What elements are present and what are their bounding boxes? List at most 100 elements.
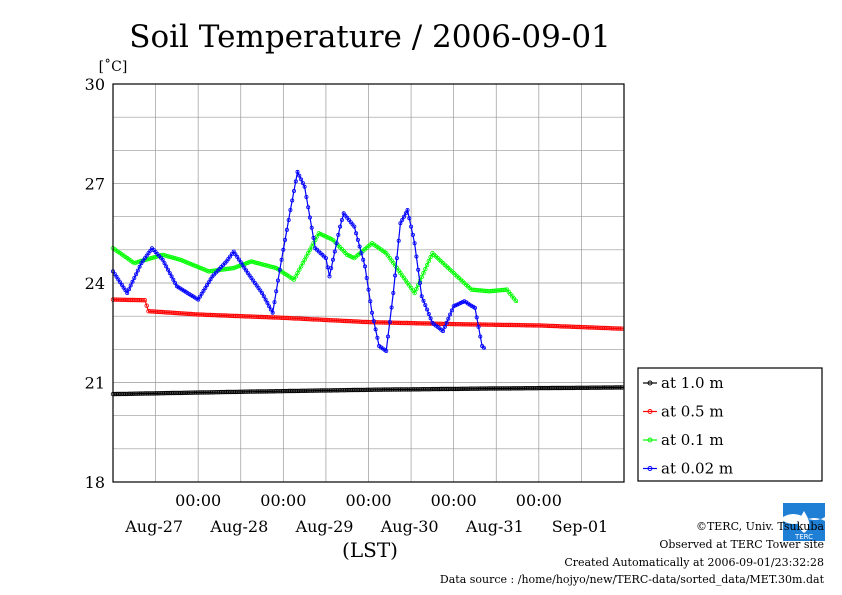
data-point [265, 300, 270, 305]
data-point [355, 237, 360, 242]
x-tick-date: Aug-29 [295, 517, 354, 536]
x-tick-time: 00:00 [260, 491, 306, 510]
data-point [385, 334, 390, 339]
data-point [139, 261, 144, 266]
x-tick-time: 00:00 [431, 491, 477, 510]
data-point [290, 198, 295, 203]
y-axis-label: [˚C] [99, 58, 128, 75]
legend-item: at 0.1 m [643, 431, 724, 449]
data-point [329, 266, 334, 271]
data-point [472, 305, 477, 310]
data-point [481, 345, 486, 350]
data-point [446, 316, 451, 321]
data-point [354, 231, 359, 236]
data-point [203, 285, 208, 290]
data-point [144, 253, 149, 258]
data-point [137, 264, 142, 269]
series-at-0-5-m [110, 297, 625, 331]
data-point [293, 274, 298, 279]
data-point [171, 277, 176, 282]
data-point [300, 260, 306, 266]
data-point [306, 205, 311, 210]
data-point [442, 324, 447, 329]
data-point [142, 298, 148, 303]
data-point [513, 298, 518, 303]
data-point [270, 310, 275, 315]
data-source-text: Data source : /home/hojyo/new/TERC-data/… [439, 573, 824, 586]
data-point [291, 277, 297, 282]
x-axis-ticks: 00:00 Aug-27 00:00 Aug-28 00:00 Aug-29 00:00 Au… [124, 491, 608, 536]
data-point [297, 173, 302, 178]
data-point [297, 267, 302, 272]
data-point [132, 275, 137, 280]
legend-marker [647, 437, 653, 443]
data-point [288, 207, 293, 212]
data-point [256, 285, 261, 290]
x-tick-time: 00:00 [345, 491, 391, 510]
data-point [359, 251, 364, 256]
data-point [167, 271, 172, 276]
data-point [336, 232, 341, 237]
data-point [272, 300, 277, 305]
data-point [197, 294, 202, 299]
data-point [403, 211, 408, 216]
data-point [291, 188, 296, 193]
data-point [299, 177, 304, 182]
data-point [118, 280, 123, 285]
series-at-1-0-m [110, 385, 625, 397]
data-point [362, 264, 367, 269]
data-point [474, 315, 479, 320]
data-point [428, 316, 433, 321]
data-point [618, 326, 623, 331]
data-point [263, 297, 268, 302]
data-point [361, 257, 366, 262]
data-point [391, 290, 396, 295]
data-point [284, 227, 289, 232]
legend-label: at 0.02 m [661, 460, 733, 478]
created-text: Created Automatically at 2006-09-01/23:3… [564, 556, 824, 569]
data-point [165, 267, 170, 272]
data-point [233, 252, 238, 257]
data-point [478, 334, 483, 339]
legend-marker [647, 409, 653, 414]
x-tick-date: Aug-31 [465, 517, 524, 536]
x-axis-label: (LST) [342, 538, 398, 562]
data-point [426, 311, 431, 316]
data-point [119, 282, 124, 287]
data-point [130, 279, 135, 284]
data-point [332, 249, 337, 254]
data-point [116, 277, 121, 282]
y-tick-label: 21 [85, 374, 105, 393]
data-point [164, 264, 169, 269]
terc-logo: TERC [783, 503, 825, 541]
data-point [283, 237, 288, 242]
data-point [121, 285, 126, 290]
data-point [364, 275, 369, 280]
data-point [311, 240, 316, 246]
data-point [368, 299, 373, 304]
data-point [128, 283, 133, 288]
data-point [300, 181, 305, 186]
data-point [302, 257, 307, 262]
chart-title: Soil Temperature / 2006-09-01 [129, 19, 611, 55]
data-point [144, 303, 149, 308]
data-point [275, 278, 280, 283]
data-point [428, 254, 433, 260]
data-point [419, 274, 424, 280]
legend-item: at 0.5 m [643, 403, 724, 421]
legend-box [637, 367, 823, 482]
data-point [393, 273, 398, 278]
data-point [309, 225, 314, 230]
data-point [134, 272, 139, 277]
data-point [366, 287, 371, 292]
data-point [127, 287, 132, 292]
data-point [419, 294, 424, 299]
data-point [375, 335, 380, 340]
data-point [249, 275, 254, 280]
plot-grid [113, 84, 624, 482]
data-point [400, 217, 405, 222]
data-point [240, 262, 245, 267]
data-point [268, 307, 273, 312]
data-point [162, 261, 167, 266]
